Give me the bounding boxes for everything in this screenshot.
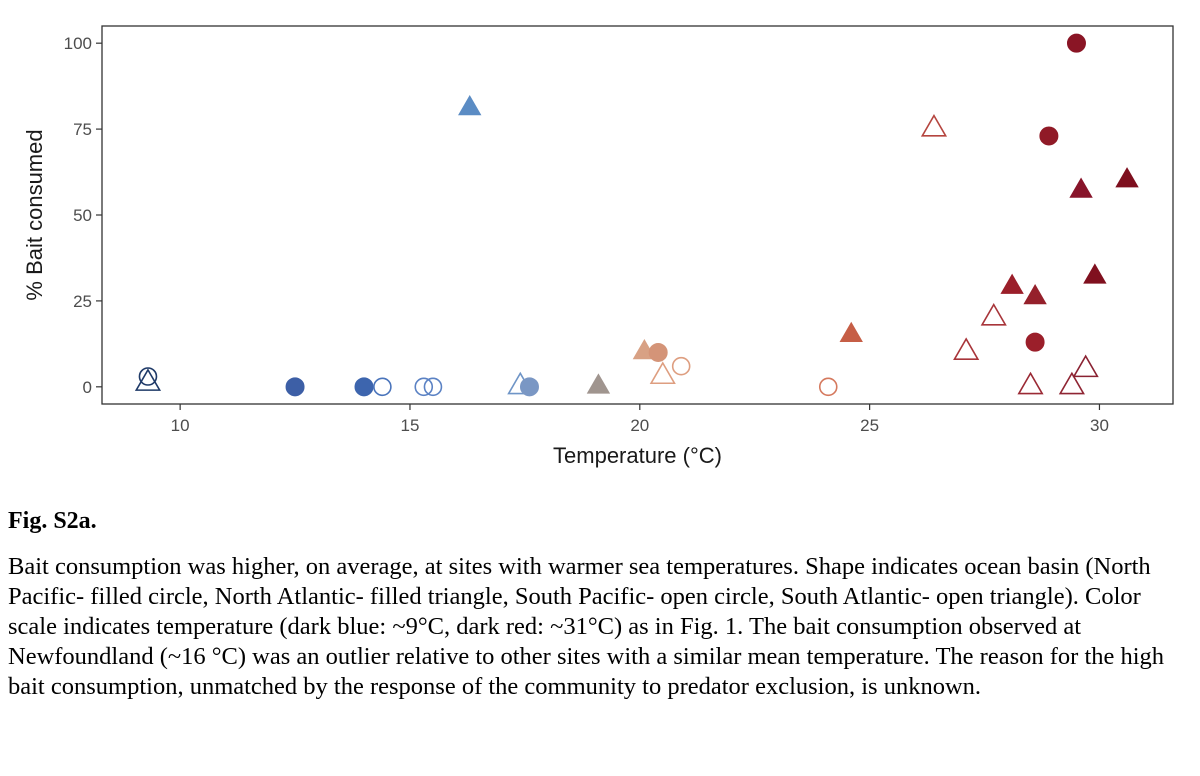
x-axis-title: Temperature (°C) xyxy=(553,443,722,468)
figure-label: Fig. S2a. xyxy=(8,508,97,534)
data-point-open-triangle xyxy=(134,368,162,391)
data-point-open-triangle xyxy=(953,337,980,361)
data-point-open-triangle xyxy=(920,113,948,137)
data-point-filled-circle xyxy=(1066,33,1086,53)
data-point-filled-triangle xyxy=(458,94,482,116)
x-tick-label: 15 xyxy=(401,416,420,435)
data-point-filled-circle xyxy=(519,377,539,397)
data-points xyxy=(134,33,1139,397)
x-tick-label: 10 xyxy=(171,416,190,435)
y-axis-title: % Bait consumed xyxy=(22,129,47,300)
data-point-filled-triangle xyxy=(1069,177,1093,198)
data-point-filled-triangle xyxy=(586,373,611,394)
data-point-filled-circle xyxy=(1039,126,1059,146)
y-tick-label: 25 xyxy=(73,292,92,311)
data-point-open-circle xyxy=(423,377,443,397)
data-point-open-triangle xyxy=(1017,371,1044,395)
data-point-open-triangle xyxy=(980,302,1007,326)
data-point-open-triangle xyxy=(1072,354,1099,378)
x-tick-label: 20 xyxy=(630,416,649,435)
plot-panel xyxy=(101,25,1174,405)
data-point-filled-triangle xyxy=(1000,273,1024,294)
x-tick-label: 30 xyxy=(1090,416,1109,435)
data-point-filled-circle xyxy=(285,377,305,397)
data-point-filled-triangle xyxy=(1083,263,1107,284)
plot-border xyxy=(101,25,1174,405)
x-tick-label: 25 xyxy=(860,416,879,435)
scatter-chart: 10 15 20 25 30 0 25 50 75 100 Temperature (°C) % … xyxy=(22,25,1174,468)
figure-caption-text: Bait consumption was higher, on average,… xyxy=(8,553,1165,700)
data-point-filled-triangle xyxy=(839,321,863,343)
data-point-filled-triangle xyxy=(1115,167,1139,188)
figure-caption: Fig. S2a. Bait consumption was higher, o… xyxy=(8,506,1194,702)
data-point-open-circle xyxy=(373,377,392,397)
data-point-open-circle xyxy=(818,377,838,397)
data-point-open-triangle xyxy=(649,361,676,385)
data-point-open-circle xyxy=(414,377,434,397)
data-point-open-triangle xyxy=(1058,371,1085,395)
data-point-open-circle xyxy=(138,367,158,386)
data-point-filled-circle xyxy=(648,342,668,362)
axes: 10 15 20 25 30 0 25 50 75 100 xyxy=(64,34,1109,435)
data-point-filled-circle xyxy=(354,377,374,397)
data-point-filled-triangle xyxy=(1023,283,1047,305)
y-tick-label: 0 xyxy=(83,378,92,397)
data-point-filled-circle xyxy=(1025,332,1045,352)
y-tick-label: 50 xyxy=(73,206,92,225)
y-tick-label: 75 xyxy=(73,120,92,139)
y-tick-label: 100 xyxy=(64,34,92,53)
data-point-open-circle xyxy=(671,356,691,376)
